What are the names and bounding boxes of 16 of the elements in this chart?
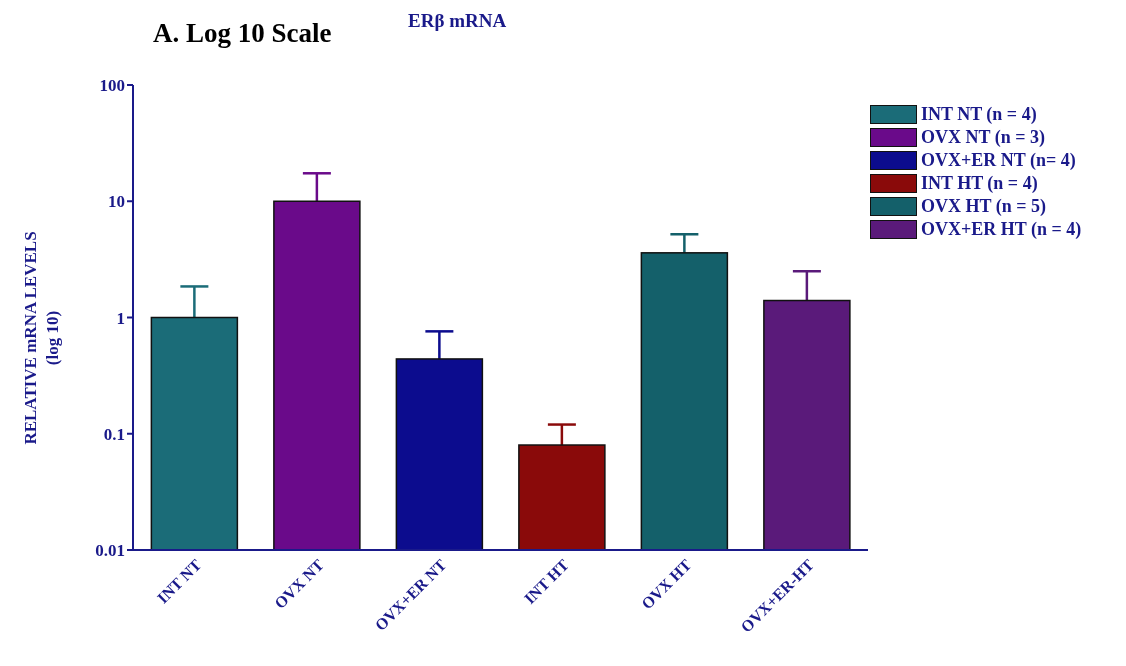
y-tick-label: 1	[116, 308, 125, 328]
legend-label: OVX+ER NT (n= 4)	[921, 150, 1076, 171]
y-tick-label: 0.1	[103, 424, 125, 444]
y-tick-label: 10	[108, 192, 125, 212]
legend-label: OVX+ER HT (n = 4)	[921, 219, 1082, 240]
chart-title: ERβ mRNA	[408, 10, 507, 32]
x-tick-label: INT HT	[520, 555, 573, 608]
legend-label: INT HT (n = 4)	[921, 173, 1038, 194]
legend-label: INT NT (n = 4)	[921, 104, 1037, 125]
y-axis-title: RELATIVE mRNA LEVELS (log 10)	[21, 231, 62, 445]
legend-label: OVX NT (n = 3)	[921, 127, 1045, 148]
legend-label: OVX HT (n = 5)	[921, 196, 1046, 217]
x-tick-label: INT NT	[153, 555, 205, 607]
text: A. Log 10 Scale	[153, 18, 332, 49]
y-tick-label: 0.01	[95, 541, 125, 561]
y-tick-label: 100	[99, 76, 125, 96]
